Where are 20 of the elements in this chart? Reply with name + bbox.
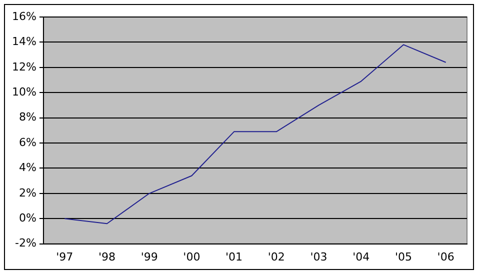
x-tick-label: '00 <box>183 250 200 264</box>
y-tick-label: 12% <box>12 60 36 74</box>
y-tick-label: 16% <box>12 10 36 23</box>
x-tick-label: '03 <box>310 250 328 264</box>
y-tick-label: 4% <box>18 161 36 174</box>
y-tick-label: 2% <box>18 186 36 200</box>
x-tick-label: '98 <box>98 250 116 264</box>
y-tick-label: 10% <box>12 85 36 98</box>
y-tick-label: 6% <box>18 136 36 149</box>
x-tick-label: '05 <box>394 250 412 264</box>
x-tick-label: '01 <box>226 250 243 264</box>
y-tick-label: -2% <box>15 236 36 250</box>
y-tick-label: 0% <box>18 211 36 224</box>
x-tick-label: '02 <box>268 250 285 264</box>
y-tick-label: 8% <box>18 110 36 124</box>
x-tick-label: '06 <box>437 250 454 264</box>
x-tick-label: '04 <box>352 250 370 264</box>
x-tick-label: '97 <box>56 250 74 264</box>
y-tick-label: 14% <box>12 35 36 48</box>
x-tick-label: '99 <box>140 250 158 264</box>
